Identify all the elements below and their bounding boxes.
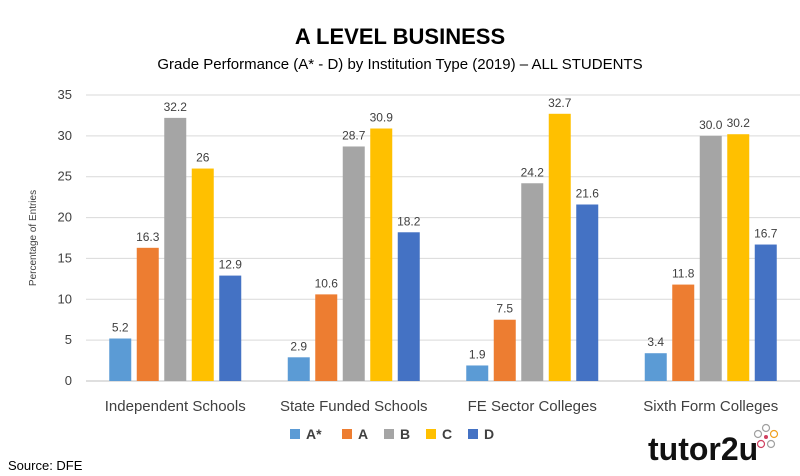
category-label: Independent Schools — [105, 398, 246, 415]
data-label: 11.8 — [672, 267, 695, 281]
category-label: Sixth Form Colleges — [643, 398, 778, 415]
y-tick-label: 20 — [58, 210, 72, 225]
bar — [342, 146, 365, 381]
legend-swatch — [468, 429, 478, 439]
bar — [219, 275, 242, 381]
legend-label: A — [358, 426, 368, 442]
bar — [521, 183, 544, 381]
legend-swatch — [290, 429, 300, 439]
flower-icon — [753, 423, 779, 449]
y-axis-label: Percentage of Entries — [28, 190, 39, 286]
data-label: 32.7 — [548, 96, 572, 110]
data-labels: 5.2 16.3 32.2 26 12.9 2.9 10.6 28.7 30.9 18.2 1.9 7… — [112, 96, 778, 362]
bar — [699, 135, 722, 381]
bar — [370, 128, 393, 381]
data-label: 30.9 — [370, 111, 394, 125]
data-label: 24.2 — [521, 165, 545, 179]
data-label: 30.0 — [699, 118, 723, 132]
y-tick-label: 15 — [58, 250, 72, 265]
y-tick-label: 0 — [65, 373, 72, 388]
data-label: 10.6 — [315, 276, 339, 290]
data-label: 2.9 — [290, 339, 307, 353]
legend-label: D — [484, 426, 494, 442]
bar — [466, 365, 489, 381]
data-label: 28.7 — [342, 128, 366, 142]
source-note: Source: DFE — [8, 458, 83, 473]
y-tick-label: 25 — [58, 169, 72, 184]
chart-title: A LEVEL BUSINESS — [295, 24, 505, 49]
y-tick-label: 10 — [58, 291, 72, 306]
data-label: 3.4 — [647, 335, 664, 349]
y-tick-label: 5 — [65, 332, 72, 347]
bar — [644, 353, 667, 381]
legend-swatch — [342, 429, 352, 439]
bar — [672, 284, 695, 381]
legend-label: C — [442, 426, 452, 442]
y-tick-label: 30 — [58, 128, 72, 143]
data-label: 26 — [196, 151, 210, 165]
data-label: 7.5 — [496, 302, 513, 316]
bar — [397, 232, 420, 381]
brand-logo: tutor2u — [648, 423, 779, 467]
category-label: State Funded Schools — [280, 398, 428, 415]
legend-swatch — [426, 429, 436, 439]
data-label: 12.9 — [219, 258, 243, 272]
bar — [727, 134, 750, 381]
bar — [164, 117, 187, 381]
bar — [754, 244, 777, 381]
category-label: FE Sector Colleges — [468, 398, 597, 415]
data-label: 16.3 — [136, 230, 160, 244]
bar — [315, 294, 338, 381]
legend-swatch — [384, 429, 394, 439]
bar — [191, 168, 214, 381]
bar — [136, 247, 159, 381]
data-label: 18.2 — [397, 214, 421, 228]
bar — [493, 319, 516, 381]
chart-subtitle: Grade Performance (A* - D) by Institutio… — [157, 56, 642, 73]
bar — [109, 338, 132, 381]
data-label: 1.9 — [469, 347, 486, 361]
category-labels: Independent Schools State Funded Schools F… — [105, 398, 779, 415]
y-axis-ticks: 0 5 10 15 20 25 30 35 — [58, 87, 72, 388]
bar — [576, 204, 599, 381]
legend: A* A B C D — [290, 426, 494, 442]
data-label: 16.7 — [754, 227, 778, 241]
y-tick-label: 35 — [58, 87, 72, 102]
legend-label: A* — [306, 426, 322, 442]
data-label: 30.2 — [727, 116, 751, 130]
data-label: 32.2 — [164, 100, 188, 114]
legend-label: B — [400, 426, 410, 442]
data-label: 5.2 — [112, 321, 129, 335]
bars — [109, 113, 777, 382]
bar — [287, 357, 310, 381]
brand-logo-text: tutor2u — [648, 431, 758, 467]
data-label: 21.6 — [576, 186, 600, 200]
bar — [548, 113, 571, 382]
